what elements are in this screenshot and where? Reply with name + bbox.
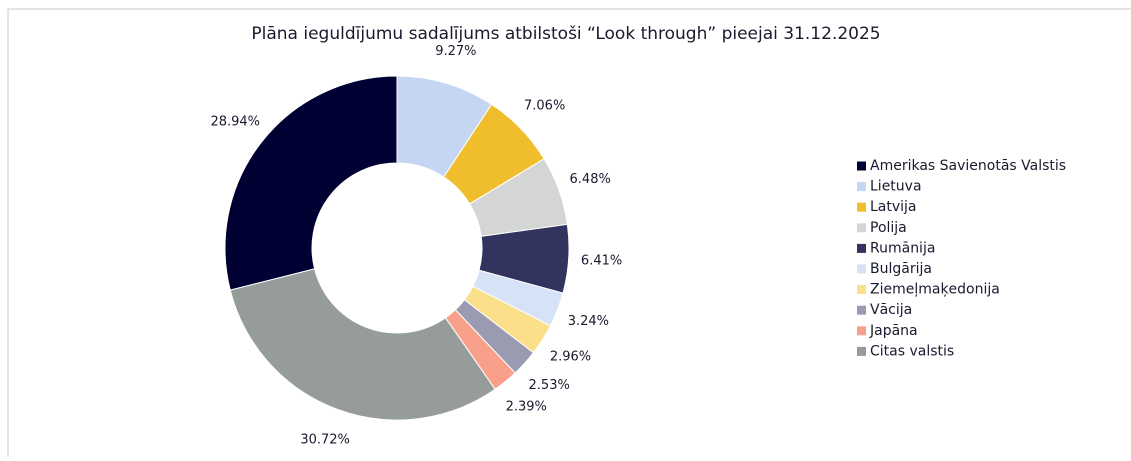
data-label: 9.27% — [435, 44, 476, 59]
data-label: 6.41% — [581, 254, 622, 269]
frame — [7, 8, 1131, 457]
chart-title: Plāna ieguldījumu sadalījums atbilstoši … — [251, 24, 880, 44]
legend-label: Rumānija — [870, 240, 935, 256]
legend-swatch — [857, 264, 866, 274]
data-label: 2.96% — [550, 350, 591, 365]
legend-label: Ziemeļmaķedonija — [870, 282, 1000, 298]
legend-swatch — [857, 285, 866, 295]
data-label: 2.53% — [529, 378, 570, 393]
legend-label: Latvija — [870, 199, 917, 215]
data-label: 3.24% — [568, 314, 609, 329]
data-label: 6.48% — [570, 172, 611, 187]
data-label: 28.94% — [210, 115, 260, 130]
legend-swatch — [857, 305, 866, 315]
legend-label: Japāna — [869, 323, 918, 339]
legend-label: Vācija — [870, 302, 912, 318]
legend-swatch — [857, 243, 866, 253]
legend-swatch — [857, 223, 866, 233]
legend-label: Citas valstis — [870, 343, 954, 359]
legend-swatch — [857, 182, 866, 192]
slice — [224, 75, 398, 291]
legend-label: Polija — [870, 220, 907, 236]
slice — [229, 268, 496, 421]
legend-label: Bulgārija — [870, 261, 932, 277]
data-label: 7.06% — [524, 98, 565, 113]
legend-swatch — [857, 161, 866, 171]
legend-label: Amerikas Savienotās Valstis — [870, 158, 1066, 174]
data-label: 2.39% — [506, 400, 547, 415]
legend-label: Lietuva — [870, 179, 922, 195]
legend-swatch — [857, 326, 866, 336]
data-label: 30.72% — [300, 432, 350, 447]
legend-swatch — [857, 202, 866, 212]
legend-swatch — [857, 346, 866, 356]
